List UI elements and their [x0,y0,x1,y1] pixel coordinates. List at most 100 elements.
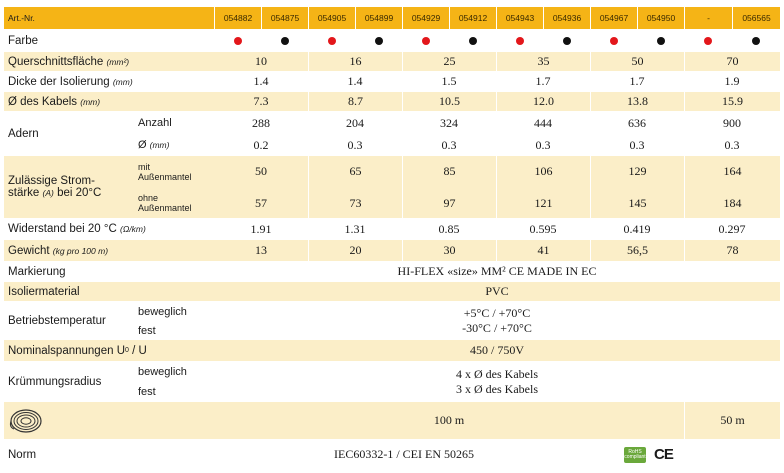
cross-section-row: Querschnittsfläche (mm²) 10 16 25 35 50 … [4,52,780,72]
black-color-dot [562,36,571,45]
nominal-voltage-value: 450 / 750V [470,343,524,357]
resistance-value: 0.297 [718,221,746,236]
core-diameter-value: 0.3 [629,137,645,152]
article-code: 054967 [590,7,637,29]
insulation-thickness-row: Dicke der Isolierung (mm) 1.4 1.4 1.5 1.… [4,72,780,92]
article-code: 054943 [496,7,543,29]
cross-section-value: 16 [308,52,402,71]
weight-value: 13 [255,243,267,257]
with-sheath-label: mit Außenmantel [138,161,192,182]
cable-diameter-value: 8.7 [308,92,402,111]
insulation-thickness-value: 1.7 [535,74,551,88]
insulation-thickness-value: 1.7 [629,74,645,88]
weight-row: Gewicht (kg pro 100 m) 13 20 30 41 56,5 … [4,240,780,262]
bending-fixed-value: 3 x Ø des Kabels [456,381,538,396]
standard-row: Norm IEC60332-1 / CEI EN 50265 RoHS compl… [4,440,780,470]
insulation-thickness-value: 1.4 [347,74,363,88]
core-diameter-value: 0.3 [347,137,363,152]
resistance-value: 1.91 [250,221,272,236]
insulation-thickness-label: Dicke der Isolierung (mm) [8,75,133,88]
weight-value: 78 [684,240,780,261]
cable-diameter-value: 15.9 [684,92,780,111]
cross-section-value: 10 [255,54,267,68]
flexible-label: beweglich [138,366,187,378]
red-color-dot [327,36,336,45]
marking-value: HI-FLEX «size» MM² CE MADE IN EC [397,264,597,278]
current-without-sheath-value: 184 [684,187,780,219]
cores-label: Adern [8,127,39,140]
cable-diameter-value: 13.8 [590,92,684,111]
operating-temperature-values: +5°C / +70°C -30°C / +70°C [214,302,780,339]
length-main-value: 100 m [433,413,465,427]
article-number-label: Art.-Nr. [8,13,35,23]
insulation-material-value: PVC [485,284,509,298]
standard-label: Norm [8,448,37,461]
current-rating-row: Zulässige Strom- stärke (A) bei 20°C mit… [4,156,780,219]
cross-section-value: 25 [402,52,496,71]
resistance-value: 0.419 [623,221,651,236]
length-row: 100 m 50 m [4,402,780,440]
core-diameter-value: 0.3 [535,137,551,152]
article-code: 054875 [261,7,308,29]
current-without-sheath-value: 121 [496,187,590,219]
color-label: Farbe [8,34,39,47]
article-code: 054950 [637,7,684,29]
bending-flexible-value: 4 x Ø des Kabels [456,366,538,381]
core-diameter-value: 0.3 [724,137,740,152]
cores-diameter-label: Ø (mm) [138,139,170,151]
current-with-sheath-value: 85 [402,156,496,187]
insulation-material-label: Isoliermaterial [8,285,80,298]
article-code: 054905 [308,7,355,29]
current-with-sheath-value: 164 [684,156,780,187]
cores-count-value: 900 [723,115,741,130]
article-code: 054936 [543,7,590,29]
marking-row: Markierung HI-FLEX «size» MM² CE MADE IN… [4,262,780,282]
weight-value: 30 [402,240,496,261]
article-code: 054929 [402,7,449,29]
core-diameter-value: 0.3 [441,137,457,152]
insulation-material-row: Isoliermaterial PVC [4,282,780,302]
resistance-row: Widerstand bei 20 °C (Ω/km) 1.91 1.31 0.… [4,219,780,240]
color-row: Farbe [4,30,780,52]
resistance-label: Widerstand bei 20 °C (Ω/km) [8,223,146,235]
insulation-thickness-value: 1.9 [724,74,740,88]
current-with-sheath-value: 65 [308,156,402,187]
cable-spec-table: Art.-Nr. 054882 054875 054905 054899 054… [4,7,780,471]
resistance-value: 0.85 [438,221,460,236]
current-with-sheath-value: 50 [255,164,267,178]
article-code: 054912 [449,7,496,29]
cable-diameter-value: 12.0 [496,92,590,111]
cross-section-label: Querschnittsfläche (mm²) [8,55,130,68]
cores-count-value: 204 [346,115,364,130]
red-color-dot [421,36,430,45]
article-code: 054899 [355,7,402,29]
cable-diameter-value: 7.3 [253,94,269,108]
black-color-dot [468,36,477,45]
current-with-sheath-value: 106 [496,156,590,187]
bending-radius-values: 4 x Ø des Kabels 3 x Ø des Kabels [214,362,780,401]
standard-value: IEC60332-1 / CEI EN 50265 [334,447,474,461]
cable-diameter-row: Ø des Kabels (mm) 7.3 8.7 10.5 12.0 13.8… [4,92,780,112]
temperature-fixed-value: -30°C / +70°C [462,320,532,335]
cores-count-value: 444 [534,115,552,130]
black-color-dot [374,36,383,45]
cross-section-value: 35 [496,52,590,71]
resistance-value: 0.595 [529,221,557,236]
marking-label: Markierung [8,265,66,278]
black-color-dot [656,36,665,45]
cross-section-value: 50 [590,52,684,71]
ce-mark: CE [654,446,674,463]
article-code: 056565 [732,7,780,29]
operating-temperature-label: Betriebstemperatur [8,314,106,327]
article-code: - [684,7,732,29]
fixed-label: fest [138,386,156,398]
red-color-dot [233,36,242,45]
current-with-sheath-value: 129 [590,156,684,187]
weight-value: 56,5 [590,240,684,261]
weight-value: 41 [496,240,590,261]
cable-diameter-value: 10.5 [402,92,496,111]
certification-marks: RoHS compliant CE [624,440,704,469]
cores-row: Adern Anzahl Ø (mm) 288 204 324 444 636 … [4,112,780,156]
